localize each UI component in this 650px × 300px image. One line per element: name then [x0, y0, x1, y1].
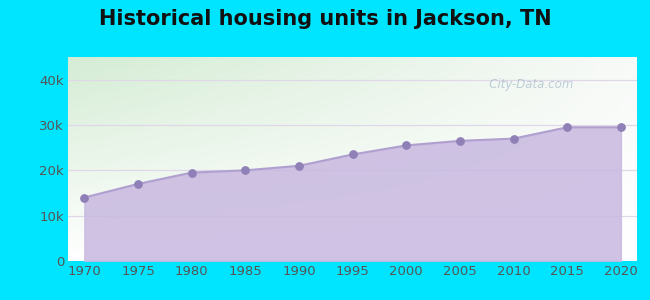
- Point: [455, 139, 465, 143]
- Point: [240, 168, 250, 173]
- Point: [294, 164, 304, 168]
- Point: [401, 143, 411, 148]
- Point: [616, 125, 626, 130]
- Text: Historical housing units in Jackson, TN: Historical housing units in Jackson, TN: [99, 9, 551, 29]
- Point: [187, 170, 197, 175]
- Text: City-Data.com: City-Data.com: [478, 78, 573, 91]
- Point: [133, 182, 143, 186]
- Point: [508, 136, 519, 141]
- Point: [347, 152, 358, 157]
- Point: [79, 195, 90, 200]
- Point: [562, 125, 573, 130]
